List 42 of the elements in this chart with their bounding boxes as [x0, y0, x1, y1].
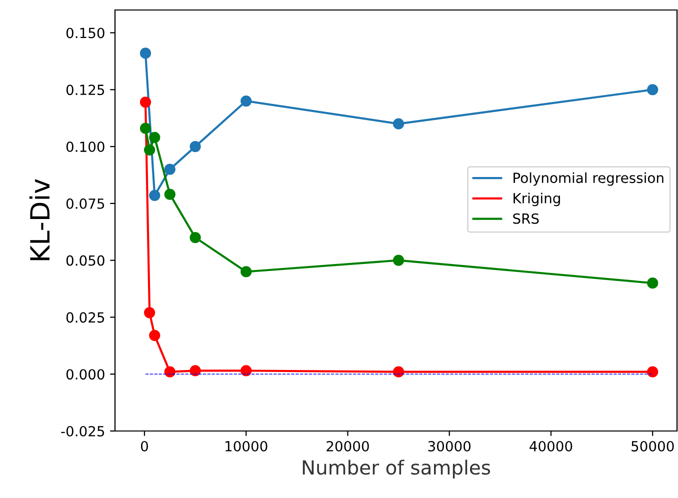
point [190, 232, 201, 244]
x-tick-label: 50000 [632, 440, 674, 452]
point [392, 118, 404, 130]
x-tick-label: 30000 [428, 440, 471, 452]
point [144, 307, 156, 318]
x-tick-label: 40000 [530, 440, 572, 452]
point [140, 48, 152, 59]
point [140, 96, 152, 108]
y-tick-label: 0.025 [66, 312, 104, 323]
point [164, 164, 176, 175]
point [149, 132, 160, 143]
point [144, 144, 156, 156]
point [190, 365, 201, 376]
x-tick-label: 0 [140, 440, 148, 452]
y-axis-title: KL-Div [29, 179, 50, 260]
y-tick-label: 0.000 [66, 369, 104, 380]
legend-label: Kriging [514, 192, 560, 206]
legend-label: SRS [513, 213, 539, 224]
point [392, 366, 404, 378]
point [190, 140, 201, 152]
y-tick-label: 0.075 [66, 198, 104, 209]
y-tick-label: 0.150 [66, 28, 104, 38]
point [164, 188, 176, 200]
x-axis-title: Number of samples [302, 460, 490, 479]
point [240, 365, 252, 376]
point [149, 190, 160, 202]
y-tick-label: 0.125 [66, 84, 104, 96]
point [140, 122, 152, 134]
x-tick-label: 20000 [326, 440, 369, 452]
point [647, 366, 658, 378]
point [240, 95, 252, 107]
point [240, 266, 252, 278]
legend-label: Polynomial regression [514, 172, 664, 186]
point [647, 278, 658, 289]
y-tick-label: 0.100 [66, 142, 104, 152]
point [149, 330, 160, 341]
point [392, 254, 404, 266]
y-tick-label: 0.050 [66, 255, 104, 266]
y-tick-label: -0.025 [61, 426, 104, 436]
point [164, 366, 176, 378]
point [647, 84, 658, 96]
x-tick-label: 10000 [226, 440, 268, 452]
